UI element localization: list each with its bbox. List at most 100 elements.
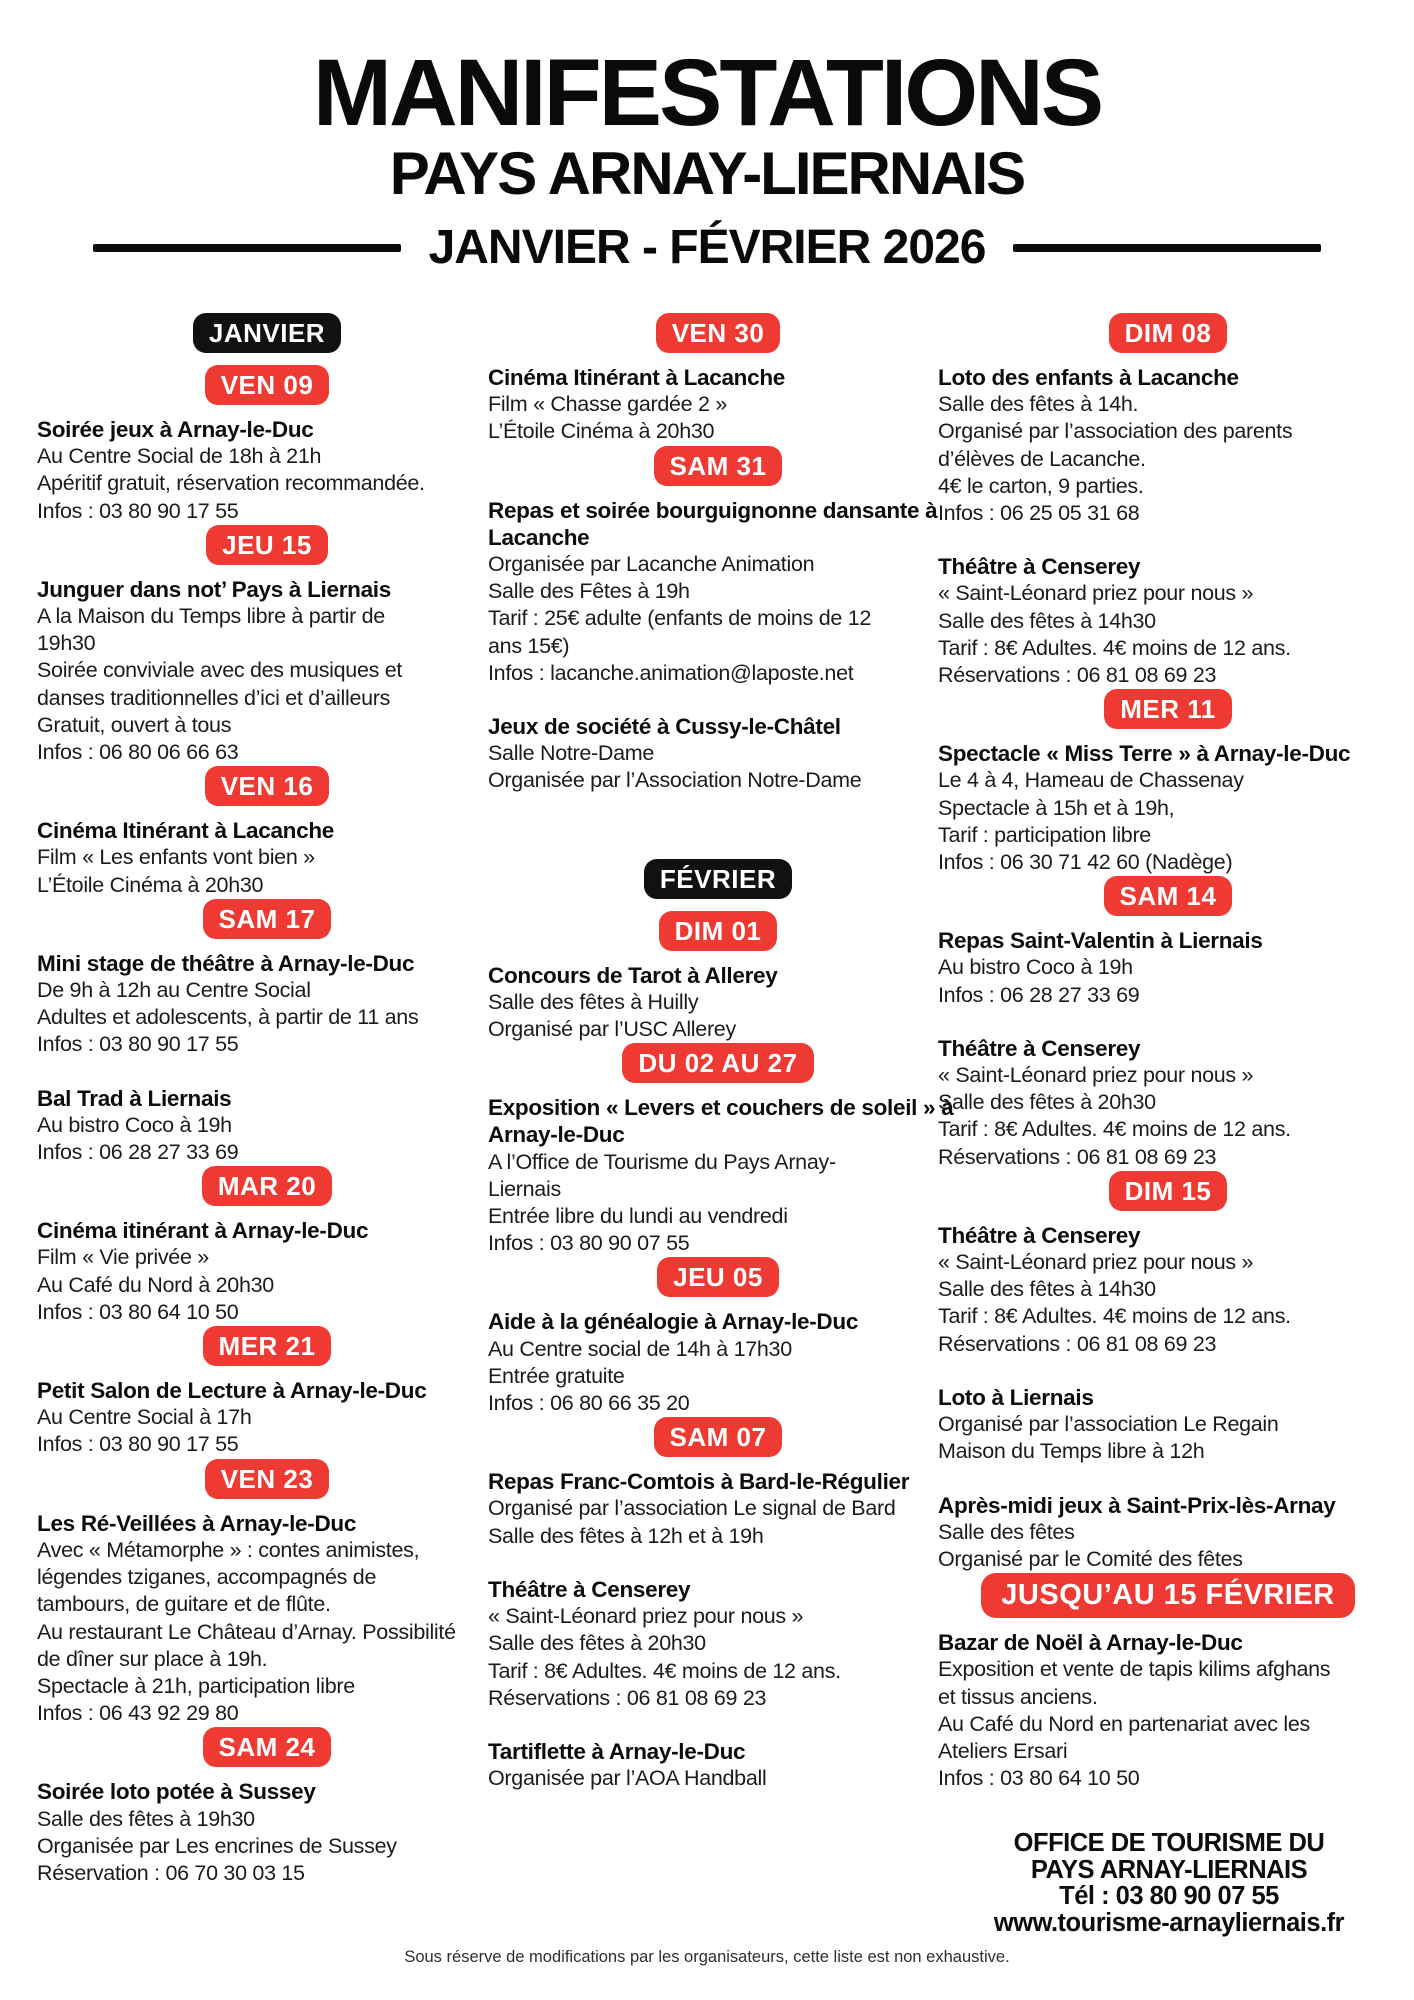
date-badge: DIM 08 — [1108, 313, 1228, 353]
event-line: Salle des fêtes à 12h et à 19h — [488, 1523, 764, 1548]
date-badge-row: SAM 31 — [488, 445, 948, 486]
event-line: Organisée par l’Association Notre-Dame — [488, 768, 862, 793]
event-line: A l’Office de Tourisme du Pays Arnay- — [488, 1149, 836, 1174]
event-line: Salle des Fêtes à 19h — [488, 579, 690, 604]
event-line: Salle des fêtes à 20h30 — [938, 1090, 1156, 1115]
event-line: Réservations : 06 81 08 69 23 — [938, 663, 1217, 688]
event-line: Infos : 03 80 64 10 50 — [37, 1299, 239, 1324]
date-badge-row: VEN 30 — [488, 313, 948, 353]
event-line: Organisé par le Comité des fêtes — [938, 1546, 1243, 1571]
event-line: Infos : 06 43 92 29 80 — [37, 1701, 239, 1726]
event: Repas Franc-Comtois à Bard-le-Régulier Or… — [488, 1468, 948, 1550]
event-line: Adultes et adolescents, à partir de 11 a… — [37, 1005, 419, 1030]
event: Junguer dans not’ Pays à Liernais A la Ma… — [37, 576, 497, 766]
event-title: Loto des enfants à Lacanche — [938, 365, 1239, 390]
event-title: Théâtre à Censerey — [938, 1035, 1141, 1061]
event-line: Exposition et vente de tapis kilims afgh… — [938, 1657, 1331, 1682]
events-column: VEN 30 Cinéma Itinérant à Lacanche Film « … — [488, 313, 954, 1792]
event-line: Entrée libre du lundi au vendredi — [488, 1204, 788, 1229]
event-title: Repas Franc-Comtois à Bard-le-Régulier — [488, 1469, 910, 1495]
event-line: Infos : 03 80 90 17 55 — [37, 1032, 239, 1057]
date-badge-row: JEU 05 — [488, 1257, 948, 1298]
event-title: Théâtre à Censerey — [938, 554, 1141, 580]
event-line: Au bistro Coco à 19h — [37, 1112, 232, 1137]
event-line: Salle des fêtes à 14h. — [938, 392, 1139, 417]
event-line: « Saint-Léonard priez pour nous » — [938, 1250, 1254, 1275]
date-range-row: JANVIER - FÉVRIER 2026 — [0, 220, 1414, 275]
event: Petit Salon de Lecture à Arnay-le-Duc Au … — [37, 1377, 497, 1459]
event-line: 19h30 — [37, 631, 96, 656]
disclaimer-text: Sous réserve de modifications par les or… — [404, 1948, 1010, 1966]
event: Tartiflette à Arnay-le-Duc Organisée par … — [488, 1738, 948, 1792]
event-title: Spectacle « Miss Terre » à Arnay-le-Duc — [938, 741, 1351, 767]
date-badge-row: SAM 14 — [938, 876, 1398, 917]
event-line: Avec « Métamorphe » : contes animistes, — [37, 1537, 420, 1562]
event-line: Organisé par l’association des parents — [938, 419, 1293, 444]
event-line: « Saint-Léonard priez pour nous » — [938, 581, 1254, 606]
event-line: Salle des fêtes — [938, 1519, 1075, 1544]
event-line: Au Centre Social de 18h à 21h — [37, 444, 322, 469]
date-badge: VEN 23 — [204, 1458, 330, 1499]
event-line: Organisé par l’USC Allerey — [488, 1017, 736, 1042]
poster-header: MANIFESTATIONS PAYS ARNAY-LIERNAIS JANVI… — [0, 45, 1414, 275]
event: Cinéma Itinérant à Lacanche Film « Les en… — [37, 817, 497, 899]
office-name-line-1: OFFICE DE TOURISME DU — [1013, 1829, 1325, 1857]
event-line: Infos : 03 80 64 10 50 — [938, 1766, 1140, 1791]
event-title: Soirée jeux à Arnay-le-Duc — [37, 417, 314, 442]
date-range: JANVIER - FÉVRIER 2026 — [428, 221, 987, 275]
date-badge: VEN 30 — [655, 313, 781, 353]
event: Repas Saint-Valentin à Liernais Au bistro… — [938, 927, 1398, 1009]
event-line: L’Étoile Cinéma à 20h30 — [37, 872, 264, 897]
event-title: Bal Trad à Liernais — [37, 1085, 232, 1111]
event-title: Cinéma Itinérant à Lacanche — [488, 365, 786, 390]
event: Théâtre à Censerey « Saint-Léonard priez … — [488, 1576, 948, 1712]
event-line: Maison du Temps libre à 12h — [938, 1439, 1205, 1464]
event-line: Film « Chasse gardée 2 » — [488, 392, 727, 417]
event-line: Infos : 03 80 90 07 55 — [488, 1231, 690, 1256]
event-title: Loto à Liernais — [938, 1384, 1094, 1410]
event-line: et tissus anciens. — [938, 1684, 1098, 1709]
event-line: Tarif : 25€ adulte (enfants de moins de … — [488, 606, 872, 631]
date-badge-row: DIM 08 — [938, 313, 1398, 353]
date-badge-row: SAM 07 — [488, 1417, 948, 1458]
event-title: Bazar de Noël à Arnay-le-Duc — [938, 1630, 1243, 1656]
event-line: Tarif : 8€ Adultes. 4€ moins de 12 ans. — [938, 635, 1291, 660]
event-line: Infos : 06 80 06 66 63 — [37, 740, 239, 765]
date-badge-row: DIM 15 — [938, 1170, 1398, 1211]
event-line: Le 4 à 4, Hameau de Chassenay — [938, 768, 1244, 793]
event-line: « Saint-Léonard priez pour nous » — [938, 1063, 1254, 1088]
event-title: Lacanche — [488, 524, 590, 550]
date-badge-row: VEN 23 — [37, 1458, 497, 1499]
events-column: JANVIER VEN 09 Soirée jeux à Arnay-le-Duc A… — [37, 313, 497, 1887]
date-badge-row: DU 02 AU 27 — [488, 1043, 948, 1084]
event-title: Après-midi jeux à Saint-Prix-lès-Arnay — [938, 1492, 1336, 1518]
office-phone: Tél : 03 80 90 07 55 — [1059, 1882, 1279, 1910]
month-badge: FÉVRIER — [643, 858, 793, 899]
event: Théâtre à Censerey « Saint-Léonard priez … — [938, 1035, 1398, 1171]
date-badge: JUSQU’AU 15 FÉVRIER — [981, 1573, 1355, 1619]
header-rule-right — [1013, 243, 1322, 252]
event-line: Salle Notre-Dame — [488, 741, 655, 766]
event-line: Tarif : 8€ Adultes. 4€ moins de 12 ans. — [488, 1658, 841, 1683]
office-name-line-2: PAYS ARNAY-LIERNAIS — [1030, 1855, 1308, 1884]
header-rule-left — [92, 243, 401, 252]
date-badge-row: JEU 15 — [37, 524, 497, 565]
event-line: d’élèves de Lacanche. — [938, 446, 1146, 471]
event-line: Organisée par l’AOA Handball — [488, 1766, 767, 1791]
date-badge: JEU 15 — [206, 524, 328, 565]
event-title: Repas et soirée bourguignonne dansante à — [488, 497, 938, 523]
event: Jeux de société à Cussy-le-Châtel Salle N… — [488, 713, 948, 795]
event-line: Organisée par Les encrines de Sussey — [37, 1833, 397, 1858]
event-line: Organisé par l’association Le Regain — [938, 1412, 1279, 1437]
event-line: Réservations : 06 81 08 69 23 — [938, 1331, 1217, 1356]
date-badge-row: MAR 20 — [37, 1166, 497, 1207]
event-line: 4€ le carton, 9 parties. — [938, 473, 1144, 498]
date-badge: SAM 31 — [653, 445, 783, 486]
date-badge: SAM 24 — [202, 1727, 332, 1768]
date-badge-row: JUSQU’AU 15 FÉVRIER — [938, 1573, 1398, 1619]
event-line: Infos : 06 30 71 42 60 (Nadège) — [938, 850, 1233, 875]
event-line: L’Étoile Cinéma à 20h30 — [488, 419, 715, 444]
event-line: « Saint-Léonard priez pour nous » — [488, 1604, 804, 1629]
date-badge: VEN 16 — [204, 766, 330, 807]
